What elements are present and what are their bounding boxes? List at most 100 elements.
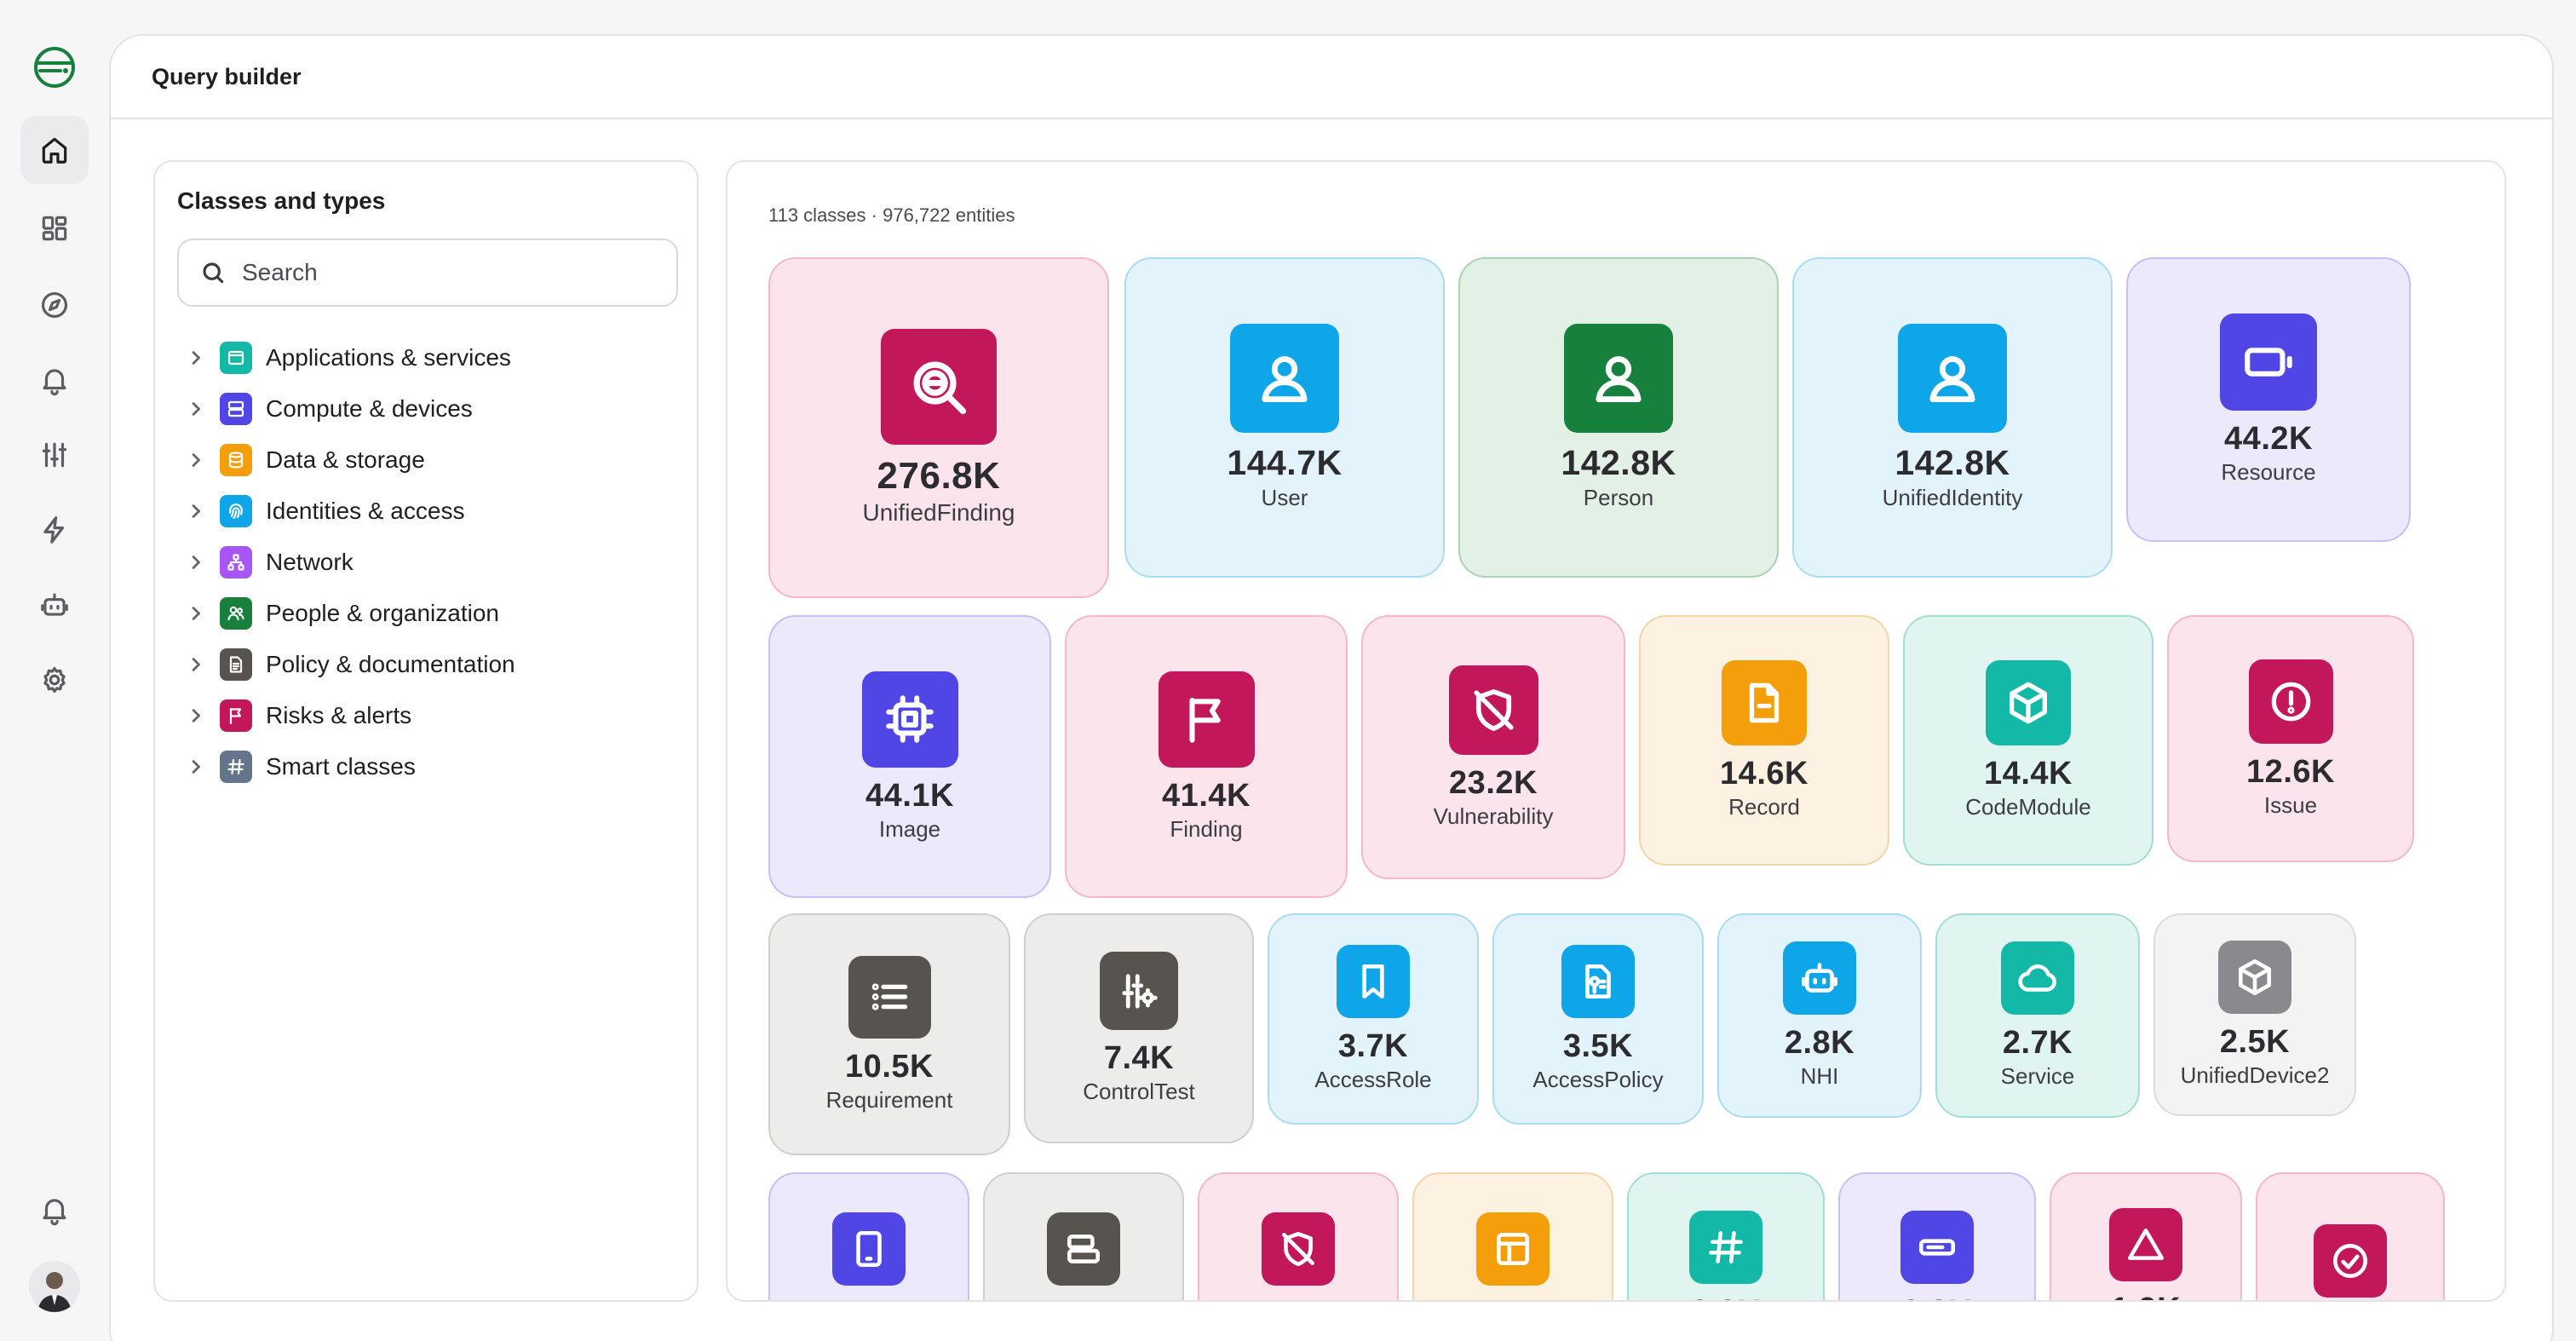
chevron-right-icon[interactable] [184, 448, 208, 472]
tree-item[interactable]: Policy & documentation [177, 639, 678, 690]
chevron-right-icon[interactable] [184, 550, 208, 574]
tree-item-label: Applications & services [266, 344, 511, 371]
class-tile[interactable]: 142.8K UnifiedIdentity [1792, 257, 2113, 578]
lightning-icon[interactable] [20, 496, 89, 564]
avatar[interactable] [29, 1261, 80, 1312]
tile-name: User [1261, 485, 1308, 510]
alert-circle-icon [2271, 682, 2310, 721]
app-logo-icon[interactable] [32, 44, 78, 90]
robot-icon[interactable] [20, 571, 89, 639]
category-icon [220, 342, 252, 374]
tile-count: 144.7K [1227, 443, 1343, 482]
tile-name: Record [1728, 794, 1800, 820]
tile-icon-badge [1476, 1212, 1550, 1286]
tile-name: Requirement [825, 1086, 953, 1113]
tree-item[interactable]: Applications & services [177, 332, 678, 383]
class-tile[interactable]: 41.4K Finding [1065, 615, 1348, 898]
class-tile[interactable]: 14.4K CodeModule [1903, 615, 2153, 866]
tile-count: 2.2K [1691, 1294, 1761, 1301]
chevron-right-icon[interactable] [184, 704, 208, 728]
tile-count: 14.4K [1984, 756, 2073, 791]
class-tile[interactable]: 2.5K [768, 1172, 969, 1300]
tile-name: UnifiedDevice2 [2180, 1062, 2330, 1088]
flag-icon [1189, 697, 1221, 743]
tree-item-label: Policy & documentation [266, 651, 515, 677]
gear-icon[interactable] [20, 646, 89, 714]
tile-icon-badge [1047, 1212, 1120, 1286]
tile-icon-badge [1564, 324, 1673, 433]
class-tile[interactable]: 276.8K UnifiedFinding [768, 257, 1109, 598]
bookmark-icon [1362, 964, 1384, 999]
chevron-right-icon[interactable] [184, 499, 208, 523]
cloud-icon [2018, 964, 2056, 992]
chevron-right-icon[interactable] [184, 755, 208, 779]
class-tile[interactable] [2256, 1172, 2445, 1300]
classes-panel: Classes and types Applications & service… [153, 160, 699, 1302]
class-tile[interactable]: 2.2K [1627, 1172, 1825, 1301]
class-tile[interactable]: 44.1K Image [768, 615, 1051, 898]
home-icon[interactable] [20, 116, 89, 184]
notifications-bell-icon[interactable] [20, 1176, 89, 1244]
tile-count: 2.8K [1784, 1025, 1855, 1061]
tile-count: 276.8K [877, 455, 1001, 497]
tree-item[interactable]: Compute & devices [177, 383, 678, 435]
class-tile[interactable]: 142.8K Person [1458, 257, 1779, 578]
tree-item[interactable]: Network [177, 537, 678, 588]
tile-icon-badge [2314, 1224, 2387, 1298]
hash-icon [1709, 1230, 1743, 1263]
tile-count: 2.3K [1478, 1296, 1548, 1301]
page-header: Query builder [111, 36, 2552, 119]
class-tile[interactable]: 2.8K NHI [1717, 913, 1922, 1118]
compass-icon[interactable] [20, 271, 89, 339]
class-tile[interactable]: 2.2K [1838, 1172, 2036, 1300]
class-tile[interactable]: 1.9K [2050, 1172, 2242, 1300]
class-tile[interactable]: 14.6K Record [1639, 615, 1889, 866]
bell-icon[interactable] [20, 346, 89, 414]
tile-name: UnifiedIdentity [1882, 485, 2023, 510]
tree-item[interactable]: Identities & access [177, 486, 678, 537]
tree-item[interactable]: Smart classes [177, 741, 678, 792]
tile-name: AccessPolicy [1532, 1067, 1664, 1092]
category-icon [220, 393, 252, 425]
sliders-icon[interactable] [20, 421, 89, 489]
tile-name: Person [1583, 485, 1654, 510]
class-tile[interactable]: 10.5K Requirement [768, 913, 1010, 1155]
chevron-right-icon[interactable] [184, 397, 208, 421]
class-tile[interactable]: 2.5K [983, 1172, 1184, 1300]
tile-count: 3.5K [1562, 1028, 1634, 1064]
class-tile[interactable]: 44.2K Resource [2126, 257, 2411, 542]
robot-icon [1801, 963, 1838, 993]
chevron-right-icon[interactable] [184, 653, 208, 676]
class-tile[interactable]: 23.2K Vulnerability [1361, 615, 1625, 879]
tile-name: Finding [1170, 815, 1243, 842]
tile-count: 2.7K [2002, 1025, 2073, 1061]
tile-count: 7.4K [1103, 1040, 1175, 1076]
class-tile[interactable]: 2.7K Service [1935, 913, 2140, 1118]
tile-icon-badge [832, 1212, 906, 1286]
tile-icon-badge [1722, 660, 1807, 745]
class-tile[interactable]: 12.6K Issue [2167, 615, 2414, 862]
class-tile[interactable]: 2.3K [1412, 1172, 1613, 1301]
class-tile[interactable]: 3.7K AccessRole [1268, 913, 1479, 1125]
tree-item-label: Compute & devices [266, 395, 473, 422]
class-tile[interactable]: 2.5K UnifiedDevice2 [2153, 913, 2356, 1116]
chevron-right-icon[interactable] [184, 346, 208, 370]
class-tile[interactable]: 2.5K [1198, 1172, 1399, 1300]
fingerprint-icon [228, 504, 243, 520]
class-tile[interactable]: 7.4K ControlTest [1024, 913, 1254, 1143]
dashboard-icon[interactable] [20, 194, 89, 262]
tile-icon-badge [861, 670, 958, 768]
tree-item[interactable]: People & organization [177, 588, 678, 639]
network-icon [227, 554, 244, 571]
class-tile[interactable]: 144.7K User [1124, 257, 1445, 578]
search-input[interactable] [242, 259, 651, 286]
tile-icon-badge [1230, 324, 1339, 433]
tree-item[interactable]: Data & storage [177, 435, 678, 486]
class-tile[interactable]: 3.5K AccessPolicy [1492, 913, 1704, 1125]
tile-icon-badge [1986, 660, 2071, 745]
chevron-right-icon[interactable] [184, 601, 208, 625]
cube-icon [2010, 682, 2047, 724]
tree-item[interactable]: Risks & alerts [177, 690, 678, 741]
search-box[interactable] [177, 239, 678, 307]
battery-icon [2245, 348, 2292, 377]
